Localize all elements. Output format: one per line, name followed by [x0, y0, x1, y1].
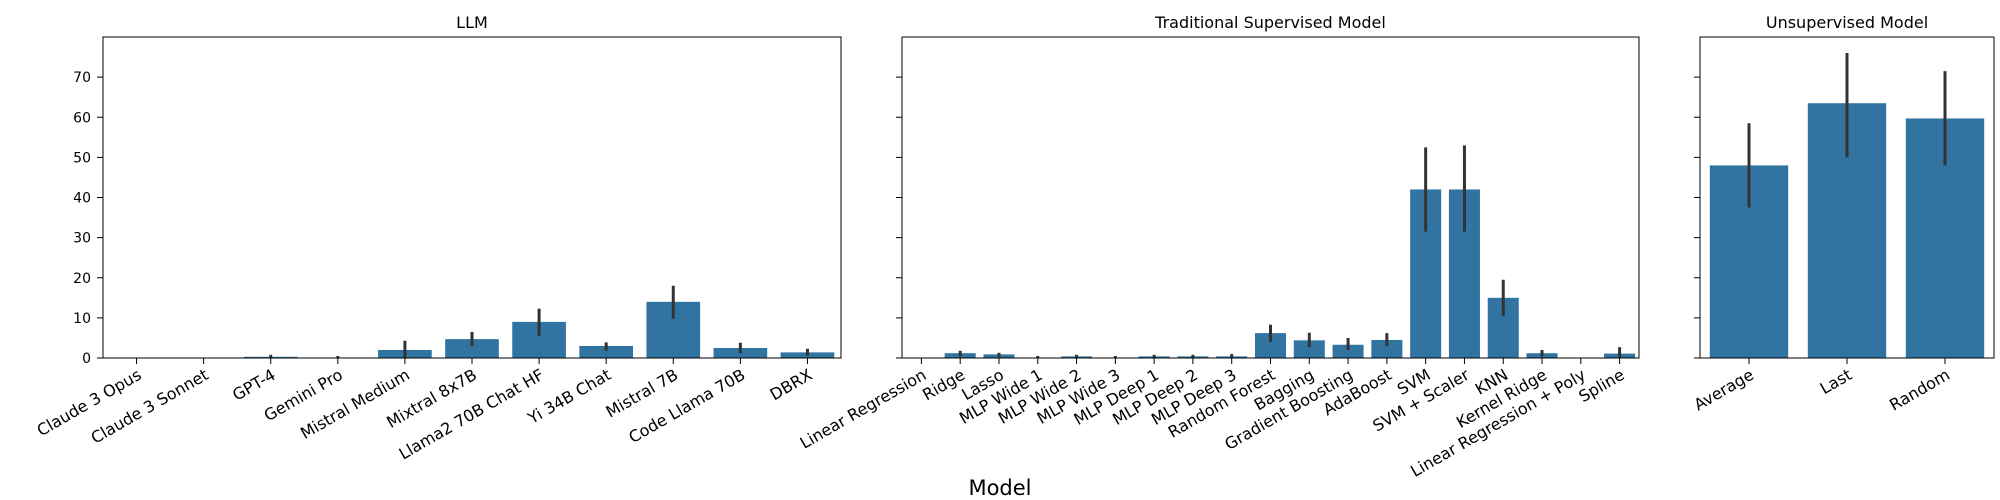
y-tick-label: 20: [73, 271, 91, 287]
bar: [1371, 339, 1403, 358]
y-tick-label: 30: [73, 231, 91, 247]
panel-title: LLM: [456, 13, 488, 32]
axes-frame: [901, 36, 1640, 359]
y-tick-label: 10: [73, 311, 91, 327]
axes-frame: [102, 36, 842, 359]
y-tick-label: 0: [82, 351, 91, 367]
x-tick-label: Ridge: [919, 365, 968, 404]
bar: [579, 345, 634, 358]
x-tick-label: Linear Regression: [797, 365, 930, 453]
x-tick-label: DBRX: [767, 365, 816, 404]
bar: [445, 339, 499, 358]
x-tick-label: GPT-4: [229, 365, 279, 405]
x-tick-label: Code Llama 70B: [625, 365, 748, 447]
x-tick-label: Spline: [1576, 365, 1628, 406]
x-tick-label: Average: [1691, 365, 1757, 414]
x-tick-label: Claude 3 Sonnet: [88, 365, 212, 448]
bar: [1332, 344, 1364, 358]
axes-frame: [1699, 36, 1995, 359]
x-tick-label: Last: [1817, 365, 1855, 398]
bar: [1293, 340, 1325, 358]
panel-title: Traditional Supervised Model: [1154, 13, 1386, 32]
y-tick-label: 40: [73, 191, 91, 207]
y-tick-label: 60: [73, 110, 91, 126]
chart-panel: Traditional Supervised Model Linear Regre…: [797, 13, 1640, 481]
y-tick-label: 70: [73, 70, 91, 86]
chart-panel: Unsupervised Model Average Last Random: [1691, 13, 1995, 415]
x-axis-label: Model: [968, 476, 1031, 500]
y-tick-label: 50: [73, 150, 91, 166]
x-tick-label: Random: [1886, 365, 1953, 415]
panel-title: Unsupervised Model: [1766, 13, 1928, 32]
